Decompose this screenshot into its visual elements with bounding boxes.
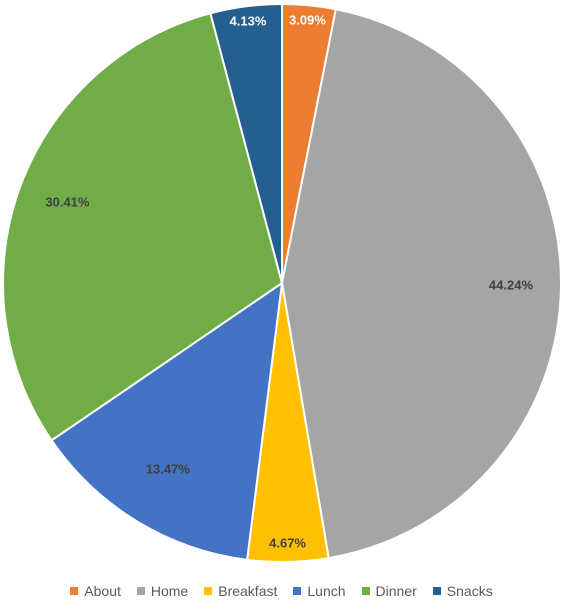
legend-item-snacks: Snacks (432, 583, 493, 599)
data-label-dinner: 30.41% (45, 195, 90, 210)
data-label-about: 3.09% (289, 13, 326, 28)
legend-item-home: Home (136, 583, 189, 599)
legend-swatch-lunch (293, 587, 302, 595)
legend-swatch-breakfast (204, 587, 213, 595)
legend-swatch-snacks (432, 587, 441, 595)
legend-label-snacks: Snacks (446, 583, 493, 599)
legend-label-about: About (84, 583, 121, 599)
pie-slice-lunch (50, 280, 284, 561)
legend-swatch-about (70, 587, 79, 595)
data-label-lunch: 13.47% (146, 461, 191, 476)
legend-swatch-home (136, 587, 145, 595)
legend-item-about: About (70, 583, 121, 599)
legend-item-dinner: Dinner (361, 583, 417, 599)
legend: About Home Breakfast Lunch Dinner Snacks (0, 582, 563, 600)
pie-plot-area: 3.09% 44.24% 4.67% 13.47% 30.41% 4.13% (2, 2, 562, 563)
data-label-snacks: 4.13% (230, 14, 267, 29)
pie-slice-dinner (2, 12, 284, 442)
legend-label-home: Home (150, 583, 189, 599)
data-label-home: 44.24% (489, 277, 534, 292)
legend-label-dinner: Dinner (375, 583, 417, 599)
legend-item-breakfast: Breakfast (204, 583, 277, 599)
legend-item-lunch: Lunch (293, 583, 346, 599)
legend-label-breakfast: Breakfast (218, 583, 278, 599)
pie-slice-home (280, 8, 562, 560)
pie-slice-snacks (209, 2, 283, 284)
legend-label-lunch: Lunch (307, 583, 346, 599)
data-label-breakfast: 4.67% (269, 535, 306, 550)
legend-swatch-dinner (361, 587, 370, 595)
